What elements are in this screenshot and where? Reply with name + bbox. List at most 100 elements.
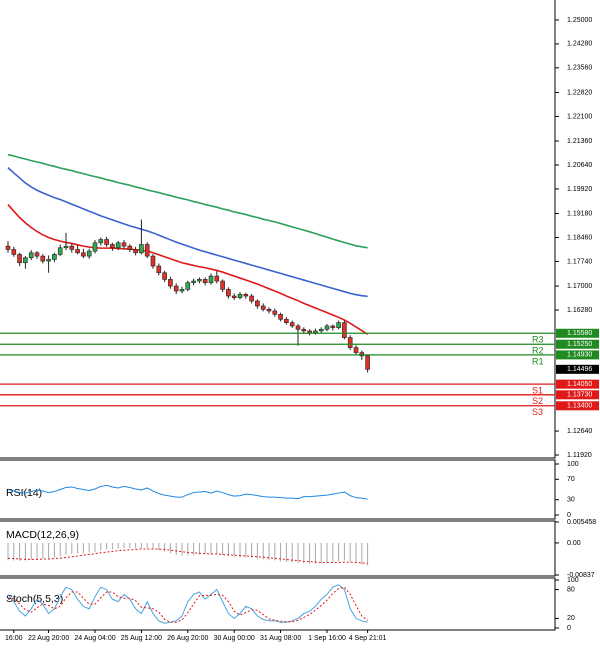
indicator-line [7,153,368,249]
candle-body [260,305,266,310]
candle-body [185,282,191,290]
y-tick-label: 100 [567,577,579,584]
candle-body [144,244,150,257]
x-tick-label: 16:00 [5,635,23,642]
candle-body [81,252,86,257]
y-tick-label: 100 [567,461,579,468]
indicator-line [7,484,368,500]
stoch-title: Stoch(5,5,3) [6,593,63,605]
level-price-box [556,401,599,411]
candle-body [330,325,336,328]
level-name: R1 [532,356,544,366]
y-tick-label: 1.12640 [567,428,592,435]
level-price: 1.15580 [567,330,592,337]
y-tick-label: 1.17000 [567,283,592,290]
candle-body [255,300,260,307]
candle-body [226,289,231,297]
level-price: 1.15250 [567,341,592,348]
candle-body [214,275,220,282]
y-tick-label: 20 [567,615,575,622]
x-tick-label: 4 Sep 21:01 [349,635,387,642]
y-tick-label: 1.19920 [567,186,592,193]
candle-body [127,245,133,250]
stoch-panel [0,577,556,631]
candle-body [179,289,185,292]
candle-body [342,322,347,338]
candle-body [353,347,359,353]
candle-body [98,239,104,244]
candle-body [197,279,202,282]
level-price: 1.14930 [567,352,592,359]
candle-body [313,330,318,333]
indicator-line [7,167,368,298]
y-tick-label: 70 [567,476,575,483]
candle-body [69,245,75,250]
candle-body [347,337,353,348]
y-tick-label: 0.00 [567,540,581,547]
y-tick-label: 1.25000 [567,17,592,24]
current-price-box [556,364,599,374]
y-tick-label: 1.22820 [567,89,592,96]
candle-body [243,294,249,297]
rsi-panel [0,459,556,520]
level-name: R3 [532,335,544,345]
indicator-line [7,548,368,565]
macd-title: MACD(12,26,9) [6,529,79,541]
level-name: S1 [532,386,543,396]
candle-body [17,254,22,264]
y-tick-label: 1.23560 [567,65,592,72]
candle-body [272,310,278,315]
candle-body [318,328,324,332]
candle-body [307,330,312,333]
candle-body [266,309,272,312]
candle-body [52,254,57,260]
level-price-box [556,390,599,400]
candle-body [34,252,40,257]
y-tick-label: 1.20640 [567,162,592,169]
indicator-line [7,584,368,624]
candle-body [336,322,341,328]
current-price: 1.14496 [567,366,592,373]
candle-body [231,295,237,298]
candle-body [208,275,214,284]
y-tick-label: 1.11920 [567,452,592,459]
candle-body [162,272,167,280]
level-price-box [556,379,599,389]
level-name: R2 [532,346,544,356]
candle-body [110,244,115,249]
candle-body [324,325,330,330]
x-tick-label: 30 Aug 00:00 [214,635,255,642]
x-tick-label: 24 Aug 04:00 [74,635,115,642]
candle-body [11,249,17,255]
y-tick-label: 0 [567,512,571,519]
x-tick-label: 26 Aug 20:00 [167,635,208,642]
candle-body [57,247,63,255]
indicator-line [7,586,368,623]
candle-body [156,265,162,274]
y-tick-label: -0.00837 [567,572,595,579]
candle-body [92,242,98,252]
y-tick-label: 80 [567,586,575,593]
level-price-box [556,339,599,349]
candle-body [359,352,365,357]
y-tick-label: 30 [567,497,575,504]
level-price: 1.13400 [567,403,592,410]
x-tick-label: 31 Aug 08:00 [260,635,301,642]
y-tick-label: 0 [567,625,571,632]
candle-body [86,250,92,257]
candle-body [5,245,11,250]
level-name: S2 [532,396,543,406]
candle-body [46,259,51,262]
candle-body [139,244,144,254]
candle-body [121,242,127,247]
macd-panel [0,520,556,577]
y-tick-label: 1.16280 [567,307,592,314]
candle-body [301,328,307,332]
y-tick-label: 1.24280 [567,41,592,48]
x-tick-label: 1 Sep 16:00 [308,635,346,642]
candle-body [104,239,109,245]
level-price-box [556,328,599,338]
level-name: S3 [532,407,543,417]
